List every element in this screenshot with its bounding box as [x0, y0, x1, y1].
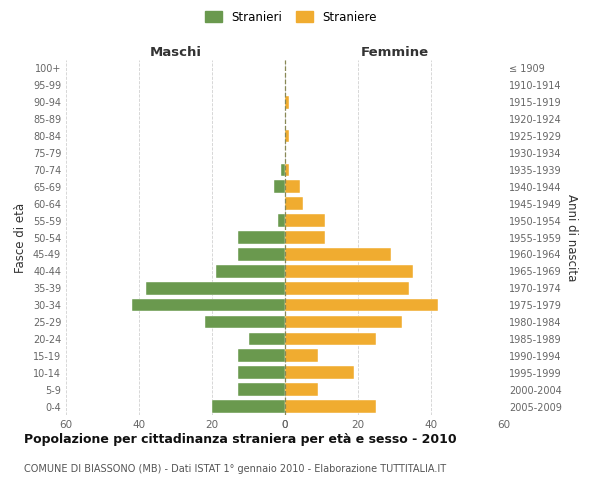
Bar — [238, 366, 285, 379]
Bar — [238, 248, 285, 260]
Legend: Stranieri, Straniere: Stranieri, Straniere — [200, 6, 382, 28]
Bar — [146, 282, 285, 294]
Bar — [285, 400, 376, 413]
Bar — [285, 384, 318, 396]
Bar — [285, 248, 391, 260]
Bar — [238, 350, 285, 362]
Y-axis label: Anni di nascita: Anni di nascita — [565, 194, 578, 281]
Bar — [274, 180, 285, 193]
Bar — [285, 366, 355, 379]
Bar — [285, 130, 289, 142]
Bar — [285, 180, 299, 193]
Y-axis label: Fasce di età: Fasce di età — [14, 202, 27, 272]
Bar — [285, 96, 289, 108]
Bar — [212, 400, 285, 413]
Bar — [285, 299, 439, 312]
Bar — [285, 332, 376, 345]
Bar — [132, 299, 285, 312]
Bar — [285, 214, 325, 227]
Bar — [285, 316, 402, 328]
Bar — [285, 282, 409, 294]
Text: Popolazione per cittadinanza straniera per età e sesso - 2010: Popolazione per cittadinanza straniera p… — [24, 432, 457, 446]
Bar — [248, 332, 285, 345]
Bar — [238, 231, 285, 244]
Bar — [285, 265, 413, 278]
Title: Femmine: Femmine — [361, 46, 428, 59]
Bar — [205, 316, 285, 328]
Bar — [285, 231, 325, 244]
Bar — [238, 384, 285, 396]
Bar — [285, 164, 289, 176]
Bar — [215, 265, 285, 278]
Bar — [281, 164, 285, 176]
Title: Maschi: Maschi — [149, 46, 202, 59]
Text: COMUNE DI BIASSONO (MB) - Dati ISTAT 1° gennaio 2010 - Elaborazione TUTTITALIA.I: COMUNE DI BIASSONO (MB) - Dati ISTAT 1° … — [24, 464, 446, 474]
Bar — [278, 214, 285, 227]
Bar — [285, 350, 318, 362]
Bar — [285, 198, 303, 210]
